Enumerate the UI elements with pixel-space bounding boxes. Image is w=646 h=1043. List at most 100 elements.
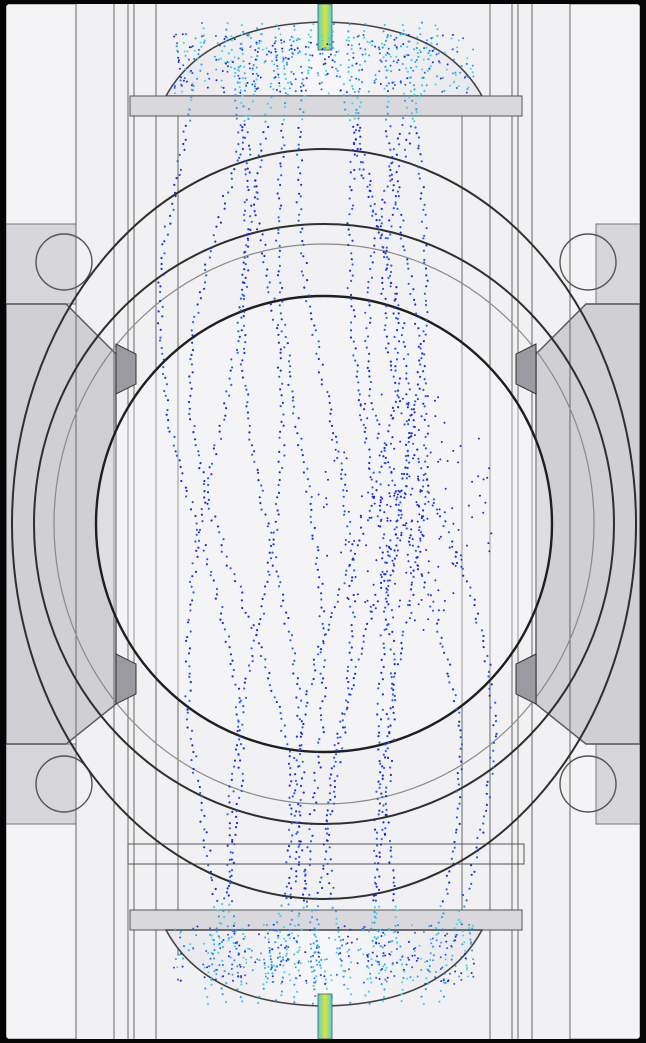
particle — [380, 576, 383, 578]
particle — [397, 312, 400, 315]
particle — [437, 618, 440, 621]
particle — [219, 57, 222, 60]
particle — [361, 81, 363, 84]
particle — [309, 312, 312, 315]
particle — [250, 36, 252, 39]
particle — [376, 929, 379, 932]
particle — [228, 801, 231, 804]
particle — [240, 784, 243, 788]
particle — [389, 773, 392, 777]
particle — [328, 395, 331, 398]
particle — [232, 790, 235, 793]
particle — [393, 306, 396, 309]
particle — [218, 964, 221, 967]
particle — [438, 1000, 441, 1003]
particle — [413, 619, 416, 622]
particle — [430, 42, 433, 45]
particle — [161, 352, 164, 355]
particle — [370, 516, 373, 519]
particle — [360, 516, 362, 519]
particle — [411, 99, 414, 102]
particle — [442, 609, 445, 612]
particle — [339, 952, 342, 955]
particle — [392, 639, 396, 643]
particle — [166, 233, 169, 236]
particle — [231, 659, 234, 662]
bearing-rings — [11, 148, 637, 900]
particle — [422, 249, 425, 252]
particle — [324, 633, 327, 636]
particle — [284, 92, 287, 95]
particle — [212, 447, 215, 450]
particle — [242, 136, 245, 139]
particle — [319, 714, 323, 717]
particle — [405, 377, 408, 380]
particle — [348, 651, 351, 654]
particle — [288, 354, 291, 357]
particle — [383, 988, 386, 991]
particle — [230, 858, 233, 861]
particle — [401, 326, 404, 330]
particle — [347, 228, 350, 231]
particle — [350, 252, 353, 255]
particle — [331, 810, 334, 813]
particle — [402, 245, 405, 248]
particle — [407, 603, 410, 607]
particle — [317, 586, 320, 589]
particle — [242, 213, 246, 216]
particle — [402, 341, 405, 344]
particle — [264, 113, 267, 116]
particle — [240, 980, 243, 983]
particle — [178, 153, 181, 156]
particle — [373, 79, 376, 82]
particle — [433, 48, 436, 51]
particle — [312, 22, 315, 26]
particle — [351, 207, 354, 210]
particle — [390, 173, 393, 176]
particle — [188, 699, 191, 702]
particle — [379, 59, 382, 62]
particle — [260, 40, 263, 43]
particle — [373, 828, 377, 831]
particle — [239, 585, 242, 588]
particle — [394, 201, 397, 204]
particle — [230, 39, 233, 42]
particle — [299, 814, 302, 817]
particle — [247, 238, 250, 242]
particle — [277, 76, 280, 79]
particle — [375, 837, 378, 840]
particle — [386, 185, 389, 188]
particle — [238, 335, 241, 338]
particle — [383, 189, 386, 192]
particle — [208, 466, 211, 469]
particle — [407, 423, 410, 426]
particle — [242, 261, 245, 264]
particle — [315, 959, 318, 962]
particle — [380, 465, 383, 468]
particle — [418, 27, 421, 30]
particle — [409, 292, 412, 296]
particle — [223, 202, 227, 205]
particle — [399, 495, 402, 498]
particle — [458, 711, 461, 714]
particle — [319, 672, 322, 675]
particle — [179, 936, 182, 939]
particle — [237, 725, 240, 728]
housing-right — [535, 4, 640, 1039]
particle — [384, 743, 387, 746]
particle — [428, 970, 431, 973]
particle — [373, 819, 376, 822]
particle — [247, 228, 250, 231]
particle — [310, 910, 313, 913]
particle — [347, 66, 350, 69]
particle — [399, 599, 401, 602]
particle — [297, 38, 300, 41]
simulation-viewport[interactable] — [6, 4, 640, 1039]
particle — [298, 718, 301, 721]
particle — [201, 520, 204, 523]
particle — [190, 46, 193, 49]
particle — [239, 699, 242, 702]
particle — [304, 879, 307, 883]
particle — [446, 63, 449, 66]
particle — [378, 875, 381, 878]
